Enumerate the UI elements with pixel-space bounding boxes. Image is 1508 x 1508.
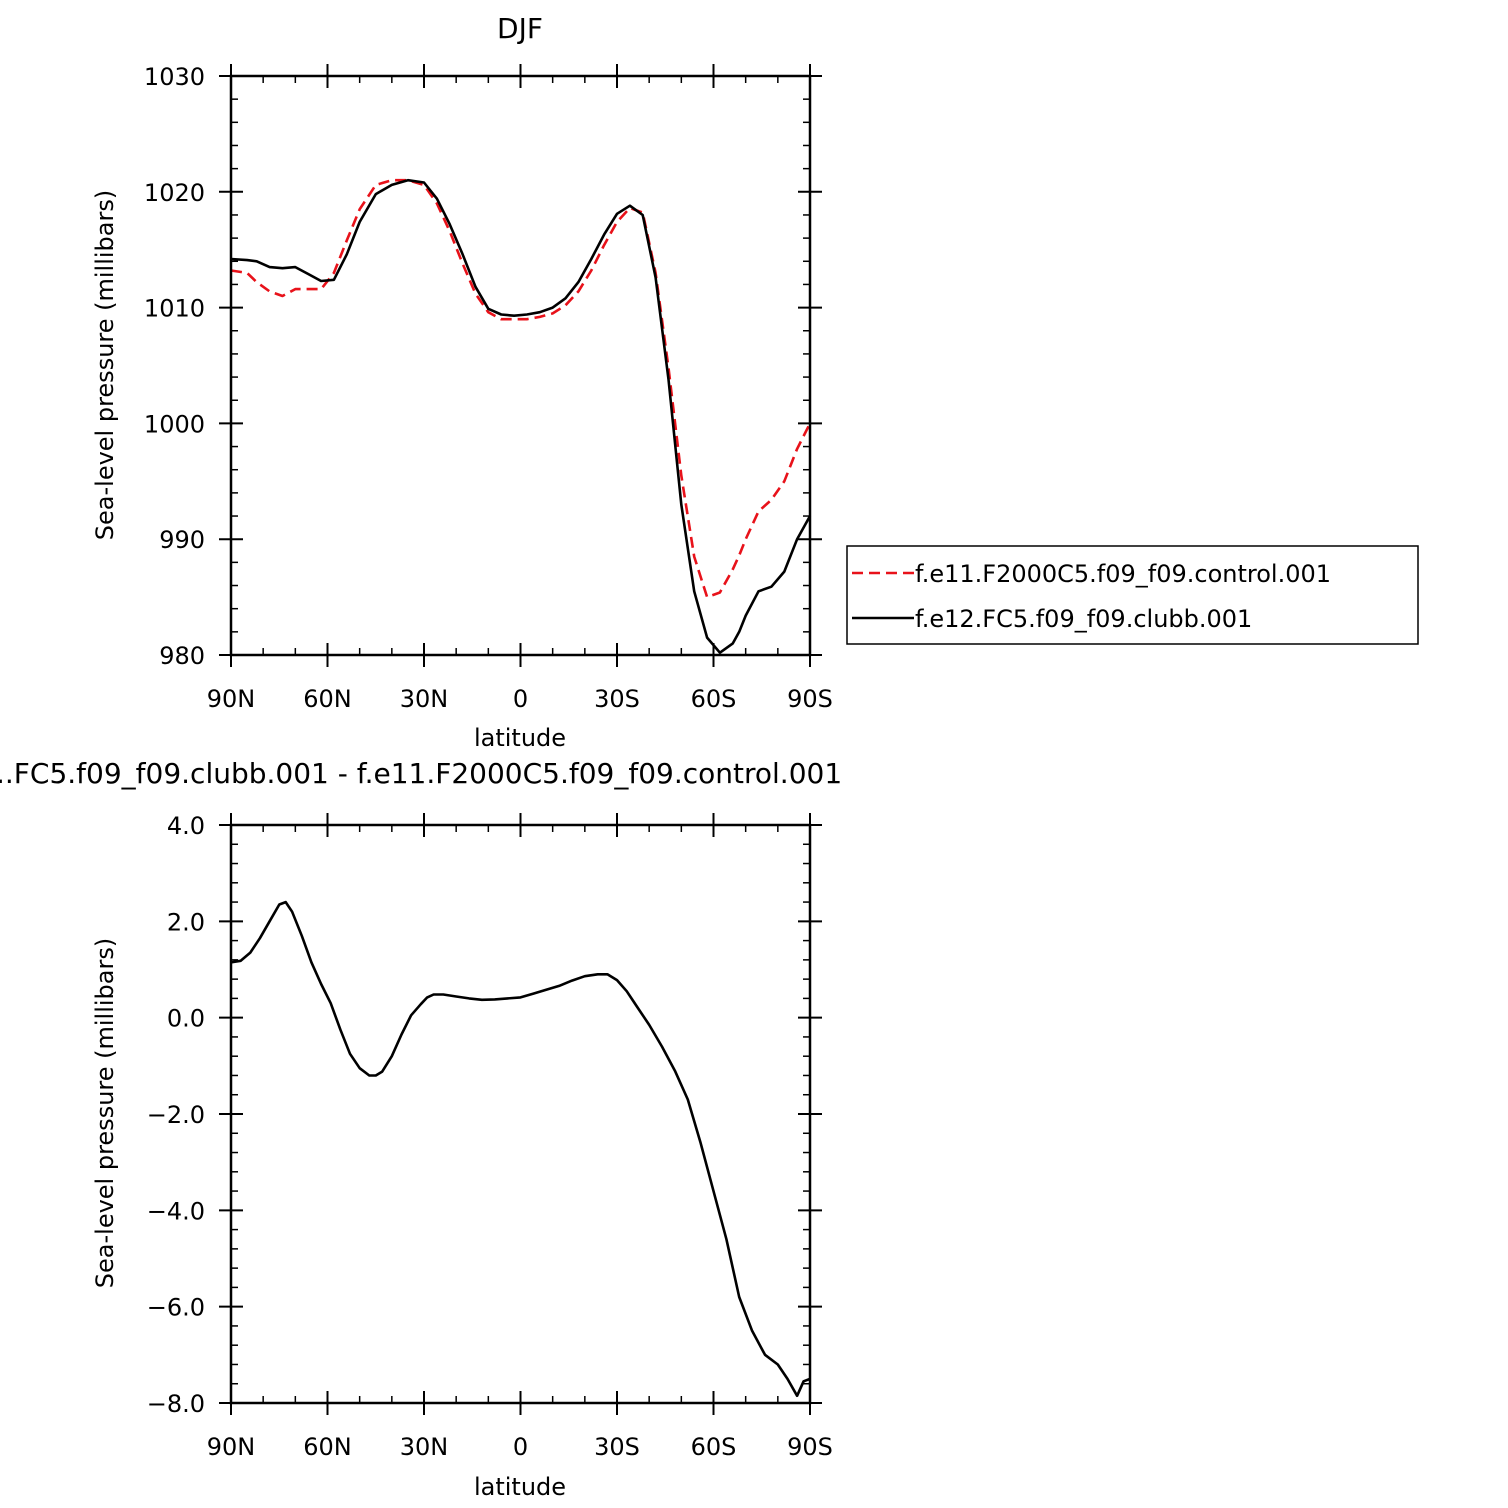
bottom-ytick-label: 4.0: [167, 812, 205, 840]
bottom-xtick-label: 90N: [207, 1433, 256, 1461]
top-ytick-label: 990: [159, 526, 205, 554]
top-chart: DJF Sea-level pressure (millibars) latit…: [91, 12, 833, 752]
top-series-line-0: [230, 178, 812, 599]
bottom-chart-ylabel: Sea-level pressure (millibars): [91, 938, 119, 1288]
bottom-chart: ..FC5.f09_f09.clubb.001 - f.e11.F2000C5.…: [0, 757, 842, 1501]
top-ytick-label: 980: [159, 642, 205, 670]
top-chart-title: DJF: [497, 12, 543, 45]
top-xtick-label: 30S: [594, 685, 640, 713]
bottom-xtick-label: 0: [513, 1433, 528, 1461]
bottom-ytick-label: −6.0: [147, 1294, 205, 1322]
top-ytick-label: 1010: [144, 295, 205, 323]
legend-box: [846, 545, 1419, 645]
legend: f.e11.F2000C5.f09_f09.control.001 f.e12.…: [846, 545, 1419, 645]
bottom-xtick-label: 30N: [400, 1433, 449, 1461]
bottom-xtick-label: 60S: [691, 1433, 737, 1461]
legend-label-control: f.e11.F2000C5.f09_f09.control.001: [915, 560, 1331, 588]
bottom-ytick-label: 0.0: [167, 1005, 205, 1033]
top-xtick-label: 60N: [303, 685, 352, 713]
bottom-chart-series: [230, 900, 811, 1398]
top-xtick-label: 60S: [691, 685, 737, 713]
bottom-ytick-label: −8.0: [147, 1390, 205, 1418]
top-chart-xlabel: latitude: [474, 724, 566, 752]
bottom-chart-xlabel: latitude: [474, 1473, 566, 1501]
bottom-xtick-label: 60N: [303, 1433, 352, 1461]
top-chart-ylabel: Sea-level pressure (millibars): [91, 190, 119, 540]
top-xtick-label: 30N: [400, 685, 449, 713]
bottom-chart-frame: [229, 823, 812, 1405]
bottom-xtick-label: 30S: [594, 1433, 640, 1461]
bottom-chart-title: ..FC5.f09_f09.clubb.001 - f.e11.F2000C5.…: [0, 757, 842, 790]
bottom-ytick-label: 2.0: [167, 908, 205, 936]
top-ytick-label: 1030: [144, 63, 205, 91]
top-ytick-label: 1020: [144, 179, 205, 207]
bottom-xtick-label: 90S: [787, 1433, 833, 1461]
top-chart-axes: 90N 60N 30N 0 30S 60S 90S 980 990 1000 1010 1020 103…: [144, 63, 833, 713]
bottom-chart-axes: 90N 60N 30N 0 30S 60S 90S −8.0 −6.0 −4.0 −2.0 0.0 2.…: [147, 812, 833, 1461]
top-xtick-label: 90S: [787, 685, 833, 713]
top-chart-frame: [229, 74, 812, 657]
top-xtick-label: 0: [513, 685, 528, 713]
bottom-ytick-label: −2.0: [147, 1101, 205, 1129]
top-series-line-1: [230, 178, 812, 655]
top-ytick-label: 1000: [144, 410, 205, 438]
top-chart-series: [230, 178, 812, 655]
top-xtick-label: 90N: [207, 685, 256, 713]
legend-label-clubb: f.e12.FC5.f09_f09.clubb.001: [915, 605, 1252, 633]
bottom-ytick-label: −4.0: [147, 1197, 205, 1225]
bottom-series-line-0: [230, 900, 811, 1398]
